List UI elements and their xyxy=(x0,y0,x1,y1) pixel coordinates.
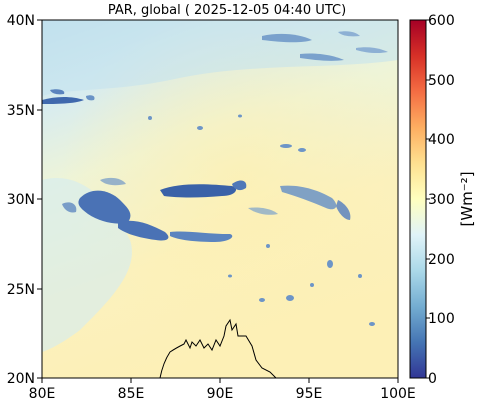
x-axis: 80E 85E 90E 95E 100E xyxy=(29,378,416,402)
x-tick-label: 85E xyxy=(118,386,145,402)
colorbar-tick-label: 500 xyxy=(428,73,455,89)
cloud-cells-scattered xyxy=(148,114,375,326)
colorbar-tick-label: 0 xyxy=(428,371,437,387)
colorbar: 600 500 400 300 200 100 0 [Wm⁻²] xyxy=(409,13,476,387)
y-tick-label: 25N xyxy=(7,282,35,298)
coastline xyxy=(159,318,277,378)
x-tick-label: 100E xyxy=(380,386,416,402)
colorbar-label: [Wm⁻²] xyxy=(458,171,476,226)
x-tick-label: 95E xyxy=(296,386,323,402)
y-tick-label: 40N xyxy=(7,13,35,29)
colorbar-tick-label: 600 xyxy=(428,13,455,29)
colorbar-tick-label: 100 xyxy=(428,311,455,327)
cloud-band-plateau xyxy=(62,177,351,242)
cloud-streaks-northwest xyxy=(42,89,95,104)
y-axis: 40N 35N 30N 25N 20N xyxy=(7,13,42,387)
map-title: PAR, global ( 2025-12-05 04:40 UTC) xyxy=(108,3,346,18)
colorbar-tick-label: 300 xyxy=(428,192,455,208)
map-panel xyxy=(42,20,398,378)
y-tick-label: 30N xyxy=(7,192,35,208)
y-tick-label: 20N xyxy=(7,371,35,387)
colorbar-tick-label: 400 xyxy=(428,132,455,148)
colorbar-gradient xyxy=(409,19,427,379)
x-tick-label: 80E xyxy=(29,386,56,402)
y-tick-label: 35N xyxy=(7,103,35,119)
x-tick-label: 90E xyxy=(207,386,234,402)
colorbar-tick-label: 200 xyxy=(428,252,455,268)
cloud-streaks-northeast xyxy=(262,31,388,61)
